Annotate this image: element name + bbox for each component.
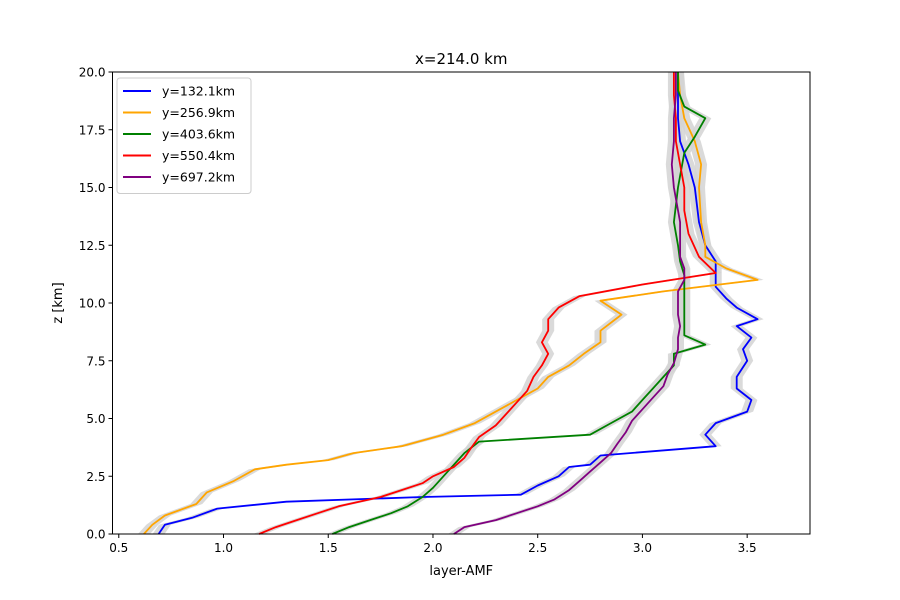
x-tick-label: 1.0: [214, 541, 233, 555]
series-line-5: [453, 72, 686, 535]
series-line-2: [143, 71, 759, 535]
y-tick-label: 2.5: [86, 470, 105, 484]
x-tick-label: 0.5: [109, 541, 128, 555]
x-tick-label: 2.5: [528, 541, 547, 555]
y-tick-label: 20.0: [79, 66, 106, 80]
legend-label-2: y=256.9km: [162, 105, 235, 120]
x-tick-label: 1.5: [319, 541, 338, 555]
series-line-4: [258, 72, 717, 535]
band-3: [326, 72, 712, 534]
series-line-1: [157, 72, 759, 535]
legend-box: [116, 77, 252, 194]
x-tick-label: 2.0: [423, 541, 442, 555]
x-axis-label: layer-AMF: [429, 564, 493, 579]
y-tick-label: 0.0: [86, 528, 105, 542]
series-line-3: [332, 72, 707, 535]
y-tick-label: 7.5: [86, 354, 105, 368]
y-tick-label: 17.5: [79, 123, 106, 137]
y-tick-label: 12.5: [79, 239, 106, 253]
y-tick-label: 10.0: [79, 297, 106, 311]
y-tick-label: 5.0: [86, 412, 105, 426]
x-tick-label: 3.5: [738, 541, 757, 555]
series-lines: [143, 71, 759, 535]
legend-label-1: y=132.1km: [162, 84, 235, 99]
x-axis-ticks: 0.5 1.0 1.5 2.0 2.5 3.0 3.5: [109, 534, 757, 555]
legend-label-3: y=403.6km: [162, 127, 235, 142]
y-axis-ticks: 0.0 2.5 5.0 7.5 10.0 12.5 15.0 17.5 20.0: [79, 66, 113, 542]
y-axis-label: z [km]: [51, 282, 66, 323]
legend: y=132.1km y=256.9km y=403.6km y=550.4km y=69…: [116, 77, 252, 194]
legend-label-5: y=697.2km: [162, 170, 235, 185]
y-tick-label: 15.0: [79, 181, 106, 195]
legend-label-4: y=550.4km: [162, 148, 235, 163]
uncertainty-bands: [137, 72, 764, 534]
x-tick-label: 3.0: [633, 541, 652, 555]
chart-title: x=214.0 km: [415, 50, 507, 68]
band-5: [447, 72, 691, 534]
